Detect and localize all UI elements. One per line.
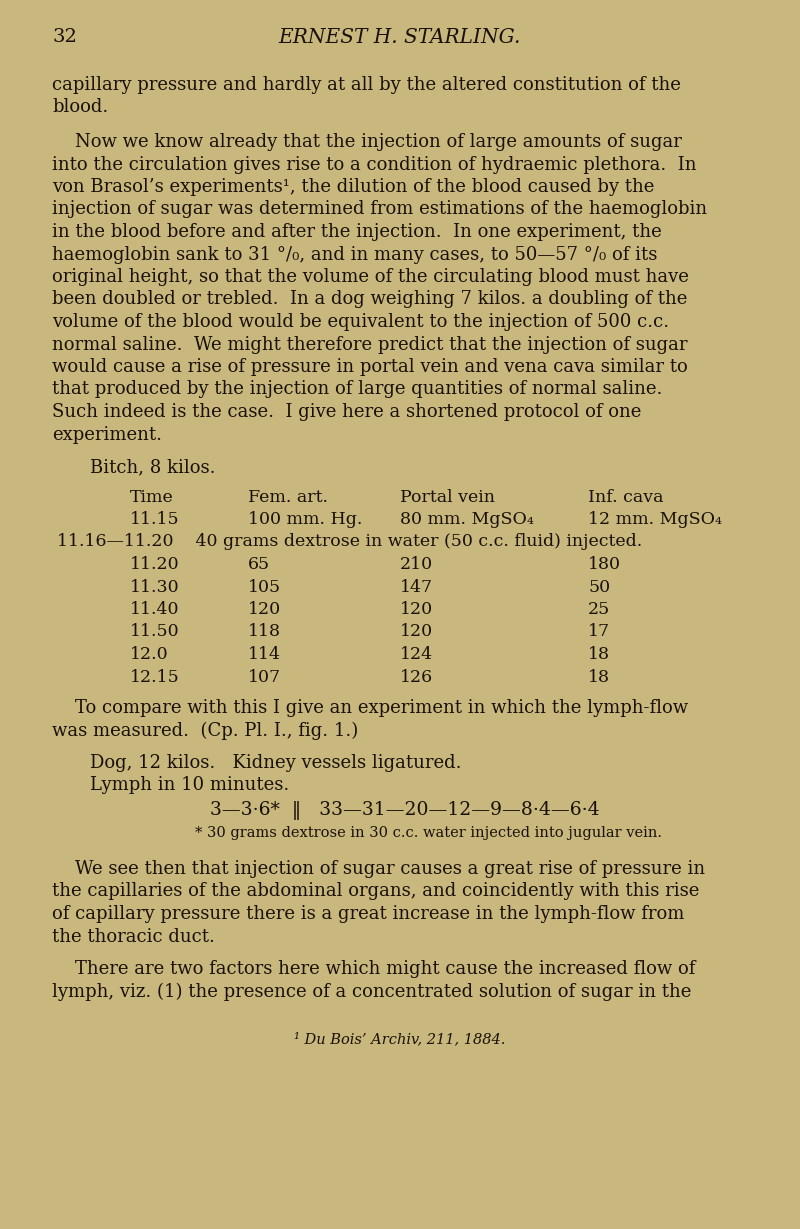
- Text: 17: 17: [588, 623, 610, 640]
- Text: into the circulation gives rise to a condition of hydraemic plethora.  In: into the circulation gives rise to a con…: [52, 156, 697, 173]
- Text: would cause a rise of pressure in portal vein and vena cava similar to: would cause a rise of pressure in portal…: [52, 358, 688, 376]
- Text: 11.50: 11.50: [130, 623, 180, 640]
- Text: There are two factors here which might cause the increased flow of: There are two factors here which might c…: [52, 960, 695, 978]
- Text: 124: 124: [400, 646, 433, 662]
- Text: 50: 50: [588, 579, 610, 596]
- Text: 80 mm. MgSO₄: 80 mm. MgSO₄: [400, 511, 534, 528]
- Text: Inf. cava: Inf. cava: [588, 488, 663, 505]
- Text: 107: 107: [248, 669, 281, 686]
- Text: lymph, viz. (1) the presence of a concentrated solution of sugar in the: lymph, viz. (1) the presence of a concen…: [52, 982, 691, 1000]
- Text: Dog, 12 kilos.   Kidney vessels ligatured.: Dog, 12 kilos. Kidney vessels ligatured.: [90, 755, 462, 772]
- Text: been doubled or trebled.  In a dog weighing 7 kilos. a doubling of the: been doubled or trebled. In a dog weighi…: [52, 290, 687, 308]
- Text: 118: 118: [248, 623, 281, 640]
- Text: 210: 210: [400, 556, 433, 573]
- Text: 18: 18: [588, 669, 610, 686]
- Text: Portal vein: Portal vein: [400, 488, 495, 505]
- Text: Lymph in 10 minutes.: Lymph in 10 minutes.: [90, 777, 290, 794]
- Text: 11.20: 11.20: [130, 556, 180, 573]
- Text: was measured.  (Cp. Pl. I., fig. 1.): was measured. (Cp. Pl. I., fig. 1.): [52, 721, 358, 740]
- Text: 11.16—11.20    40 grams dextrose in water (50 c.c. fluid) injected.: 11.16—11.20 40 grams dextrose in water (…: [57, 533, 642, 551]
- Text: 180: 180: [588, 556, 621, 573]
- Text: 11.15: 11.15: [130, 511, 180, 528]
- Text: Bitch, 8 kilos.: Bitch, 8 kilos.: [90, 458, 215, 476]
- Text: 114: 114: [248, 646, 281, 662]
- Text: * 30 grams dextrose in 30 c.c. water injected into jugular vein.: * 30 grams dextrose in 30 c.c. water inj…: [195, 826, 662, 839]
- Text: 25: 25: [588, 601, 610, 618]
- Text: Time: Time: [130, 488, 174, 505]
- Text: ERNEST H. STARLING.: ERNEST H. STARLING.: [279, 28, 521, 47]
- Text: 3—3·6*  ‖   33—31—20—12—9—8·4—6·4: 3—3·6* ‖ 33—31—20—12—9—8·4—6·4: [210, 801, 600, 820]
- Text: 65: 65: [248, 556, 270, 573]
- Text: 105: 105: [248, 579, 281, 596]
- Text: original height, so that the volume of the circulating blood must have: original height, so that the volume of t…: [52, 268, 689, 286]
- Text: Such indeed is the case.  I give here a shortened protocol of one: Such indeed is the case. I give here a s…: [52, 403, 642, 422]
- Text: We see then that injection of sugar causes a great rise of pressure in: We see then that injection of sugar caus…: [52, 860, 705, 878]
- Text: the thoracic duct.: the thoracic duct.: [52, 928, 215, 945]
- Text: in the blood before and after the injection.  In one experiment, the: in the blood before and after the inject…: [52, 222, 662, 241]
- Text: normal saline.  We might therefore predict that the injection of sugar: normal saline. We might therefore predic…: [52, 336, 687, 354]
- Text: 120: 120: [400, 601, 433, 618]
- Text: 147: 147: [400, 579, 433, 596]
- Text: 12 mm. MgSO₄: 12 mm. MgSO₄: [588, 511, 722, 528]
- Text: 126: 126: [400, 669, 433, 686]
- Text: To compare with this I give an experiment in which the lymph-flow: To compare with this I give an experimen…: [52, 699, 688, 717]
- Text: blood.: blood.: [52, 98, 108, 117]
- Text: injection of sugar was determined from estimations of the haemoglobin: injection of sugar was determined from e…: [52, 200, 707, 219]
- Text: 12.15: 12.15: [130, 669, 180, 686]
- Text: Fem. art.: Fem. art.: [248, 488, 328, 505]
- Text: capillary pressure and hardly at all by the altered constitution of the: capillary pressure and hardly at all by …: [52, 76, 681, 93]
- Text: 120: 120: [400, 623, 433, 640]
- Text: 32: 32: [52, 28, 77, 45]
- Text: Now we know already that the injection of large amounts of sugar: Now we know already that the injection o…: [52, 133, 682, 151]
- Text: experiment.: experiment.: [52, 425, 162, 444]
- Text: 100 mm. Hg.: 100 mm. Hg.: [248, 511, 362, 528]
- Text: of capillary pressure there is a great increase in the lymph-flow from: of capillary pressure there is a great i…: [52, 905, 684, 923]
- Text: that produced by the injection of large quantities of normal saline.: that produced by the injection of large …: [52, 381, 662, 398]
- Text: 12.0: 12.0: [130, 646, 169, 662]
- Text: volume of the blood would be equivalent to the injection of 500 c.c.: volume of the blood would be equivalent …: [52, 313, 669, 331]
- Text: ¹ Du Bois’ Archiv, 211, 1884.: ¹ Du Bois’ Archiv, 211, 1884.: [294, 1032, 506, 1047]
- Text: 120: 120: [248, 601, 281, 618]
- Text: 11.30: 11.30: [130, 579, 180, 596]
- Text: 11.40: 11.40: [130, 601, 179, 618]
- Text: von Brasol’s experiments¹, the dilution of the blood caused by the: von Brasol’s experiments¹, the dilution …: [52, 178, 654, 195]
- Text: the capillaries of the abdominal organs, and coincidently with this rise: the capillaries of the abdominal organs,…: [52, 882, 699, 901]
- Text: haemoglobin sank to 31 °/₀, and in many cases, to 50—57 °/₀ of its: haemoglobin sank to 31 °/₀, and in many …: [52, 246, 658, 263]
- Text: 18: 18: [588, 646, 610, 662]
